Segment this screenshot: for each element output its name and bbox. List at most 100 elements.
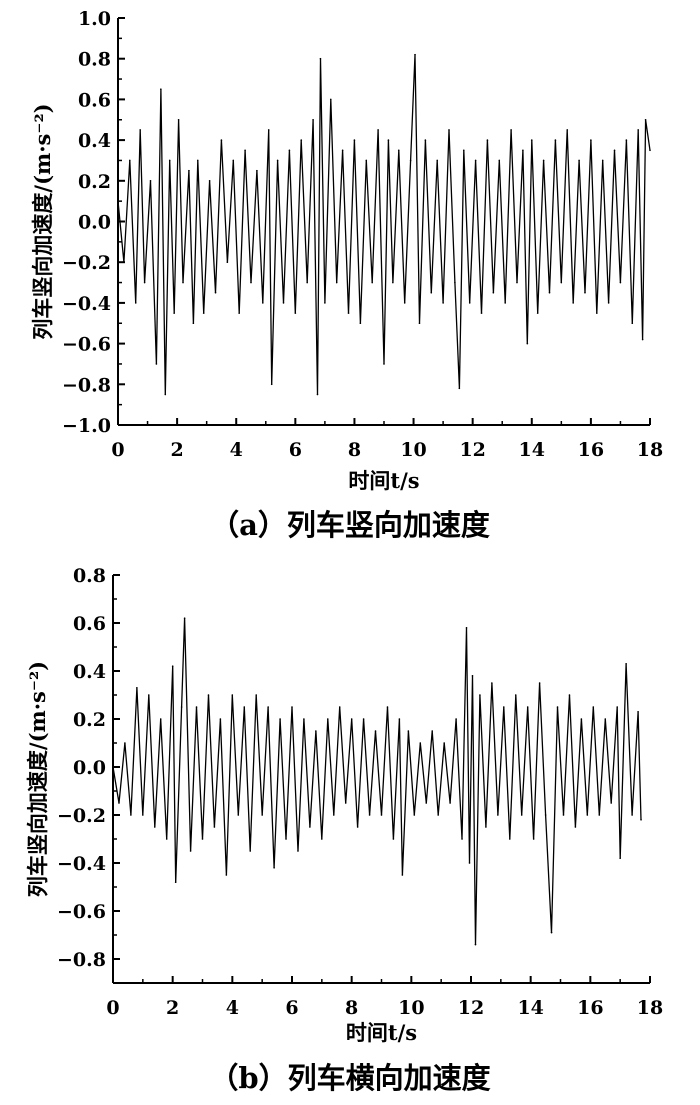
chart-a-data-point [641,338,644,341]
chart-b-x-tick-label: 12 [458,997,484,1019]
chart-a-data-point [182,281,184,284]
chart-a-x-tick-label: 8 [348,439,361,461]
chart-b-data-point [616,706,618,708]
chart-b-data-point [368,814,371,816]
chart-a-x-tick-label: 14 [519,439,545,461]
chart-b-data-point [514,694,517,696]
chart-a-data-point [192,322,195,325]
chart-b-data-point [231,694,234,696]
chart-a-data-point [306,281,308,284]
chart-a-y-tick-label: −0.8 [62,374,111,396]
chart-b-x-tick-label: 8 [345,997,358,1019]
chart-a-x-tick-label: 0 [111,439,124,461]
chart-b-x-tick-label: 18 [637,997,663,1019]
chart-b-data-point [474,943,477,946]
chart-a-data-point [418,322,421,325]
chart-a-y-axis-title: 列车竖向加速度/(m·s⁻²) [30,103,55,339]
chart-a-data-point [177,118,180,121]
chart-b-data-point [195,706,198,708]
chart-a-data-point [226,261,229,264]
chart-a-data-point [294,312,297,314]
chart-a-data-point [256,169,258,172]
chart-b-data-point [610,802,613,804]
chart-a-data-point [164,393,167,396]
chart-a-data-point [123,261,125,264]
chart-a-y-tick-label: 0.8 [78,49,111,71]
chart-b-data-point [118,802,120,804]
chart-b-data-point [398,718,401,720]
chart-b-data-point [350,718,353,720]
chart-a-data-point [214,291,217,294]
chart-a-data-point [330,98,332,101]
chart-a-y-tick-label: −0.6 [62,334,111,356]
chart-a-data-point [578,159,580,162]
chart-a-data-point [392,281,394,284]
chart-b-data-point [419,742,422,744]
chart-a-data-point [601,159,604,162]
chart-b-y-tick-label: 0.4 [73,661,106,683]
chart-a-data-point [353,139,356,141]
chart-b-data-point [491,682,493,684]
chart-a-data-point [644,118,647,121]
chart-a-x-tick-label: 16 [578,439,604,461]
chart-b-x-tick-label: 2 [166,997,179,1019]
chart-b-data-point [538,682,541,684]
chart-a-data-point [359,322,362,325]
chart-a-data-point [149,180,152,182]
chart-b-data-point [625,663,627,665]
chart-b-x-tick-label: 10 [398,997,424,1019]
chart-a-data-point [526,342,529,345]
chart-b-data-point [574,826,577,828]
chart-a-data-point [590,139,592,141]
chart-a-data-point [188,169,190,172]
chart-b-data-point [291,706,293,708]
chart-b-data-point [279,718,281,720]
chart-b-x-tick-label: 14 [517,997,543,1019]
chart-a-data-point [442,302,444,304]
chart-b-data-point [237,814,240,816]
chart-a-data-point [129,159,131,162]
chart-a-x-tick-label: 2 [170,439,183,461]
chart-b-y-tick-label: −0.2 [57,805,106,827]
chart-b-data-point [532,838,535,840]
chart-b-data-point [180,706,183,708]
chart-a-data-point [474,159,477,162]
chart-a-data-point [202,312,205,314]
chart-a-data-point [319,57,322,60]
chart-b-data-point [413,814,416,816]
chart-a-data-point [220,139,223,141]
chart-a-x-axis-title: 时间t/s [348,468,419,493]
chart-a-data-point [596,312,598,314]
chart-a-data-point [548,291,551,294]
chart-a-data-point [504,302,506,304]
chart-a-data-point [560,281,563,284]
chart-b-data-point [392,838,395,840]
chart-b-y-tick-label: −0.4 [57,853,106,875]
chart-b-data-point [580,718,583,720]
chart-b-y-tick-label: 0.0 [73,757,106,779]
chart-a-data-point [312,118,314,121]
chart-a-data-point [316,393,319,396]
chart-b-data-point [332,814,335,816]
chart-b-data-point [321,838,323,840]
chart-b-data-point [401,874,404,876]
chart-b-data-point [159,718,162,720]
chart-b-data-point [130,814,132,816]
chart-b-data-point [550,931,553,934]
chart-b-data-point [562,814,565,816]
chart-a-data-point [139,129,141,131]
chart-a-x-tick-label: 4 [230,439,243,461]
chart-a-data-point [335,281,338,284]
chart-b-data-point [503,706,505,708]
chart-a-data-point [486,139,489,141]
chart-b-data-point [267,706,269,708]
chart-a-data-point [270,383,273,386]
chart-a-data-point [244,149,246,152]
chart-a-data-point [607,302,610,304]
chart-b-data-point [479,694,481,696]
chart-a-data-point [454,281,456,284]
chart-b-data-point [297,850,299,852]
chart-b-data-point [136,687,138,689]
